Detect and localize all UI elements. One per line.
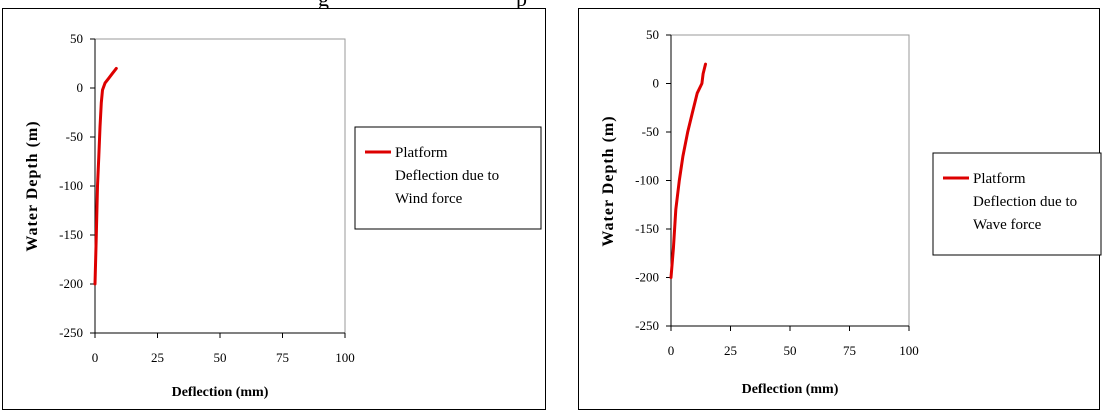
plot-area: [670, 34, 910, 327]
legend-label-line: Wind force: [395, 191, 463, 207]
legend-label-line: Deflection due to: [395, 168, 499, 184]
y-tick-label: -150: [59, 227, 83, 242]
y-axis-title: Water Depth (m): [24, 120, 41, 251]
legend-label-line: Deflection due to: [973, 194, 1077, 210]
y-tick-label: -250: [635, 318, 659, 333]
legend-label-line: Platform: [973, 171, 1026, 187]
legend-box: [932, 152, 1102, 256]
y-tick-label: -150: [635, 221, 659, 236]
chart-wind-svg: 50 0 -50 -100 -150 -200 -250 0 25 50 75 100 Deflecti…: [24, 31, 542, 400]
x-axis-title: Deflection (mm): [172, 385, 269, 400]
y-tick-label: 0: [653, 76, 660, 91]
x-axis-title: Deflection (mm): [742, 382, 839, 397]
y-tick-label: -50: [642, 124, 659, 139]
x-tick-label: 100: [335, 350, 355, 365]
y-tick-label: -100: [635, 173, 659, 188]
y-tick-label: 50: [646, 27, 659, 42]
x-tick-label: 0: [668, 343, 675, 358]
y-axis-title: Water Depth (m): [600, 115, 617, 246]
y-tick-label: -200: [59, 276, 83, 291]
caption-fragment-left: g: [318, 0, 329, 8]
x-tick-label: 75: [276, 350, 289, 365]
series-line: [669, 62, 707, 279]
x-tick-label: 25: [724, 343, 737, 358]
chart-wave-svg: 50 0 -50 -100 -150 -200 -250 0 25 50 75 100 Deflecti…: [600, 27, 1102, 397]
y-tick-label: -50: [66, 129, 83, 144]
legend-label-line: Platform: [395, 145, 448, 161]
caption-fragment-right: p: [516, 0, 527, 8]
legend-box: [354, 126, 542, 230]
y-tick-label: 50: [70, 31, 83, 46]
chart-panel-wave: 50 0 -50 -100 -150 -200 -250 0 25 50 75 100 Deflecti…: [578, 8, 1102, 410]
y-tick-label: -250: [59, 325, 83, 340]
y-tick-label: -200: [635, 270, 659, 285]
x-tick-label: 50: [214, 350, 227, 365]
x-tick-label: 25: [151, 350, 164, 365]
x-tick-label: 75: [843, 343, 856, 358]
legend-label-line: Wave force: [973, 217, 1042, 233]
y-tick-label: -100: [59, 178, 83, 193]
chart-panel-wind: 50 0 -50 -100 -150 -200 -250 0 25 50 75 100 Deflecti…: [2, 8, 546, 410]
x-tick-label: 100: [899, 343, 919, 358]
series-line: [93, 66, 118, 286]
plot-area: [94, 38, 346, 334]
y-tick-label: 0: [77, 80, 84, 95]
x-tick-label: 50: [784, 343, 797, 358]
x-tick-label: 0: [92, 350, 99, 365]
page-caption-fragment: g p: [0, 0, 1102, 8]
